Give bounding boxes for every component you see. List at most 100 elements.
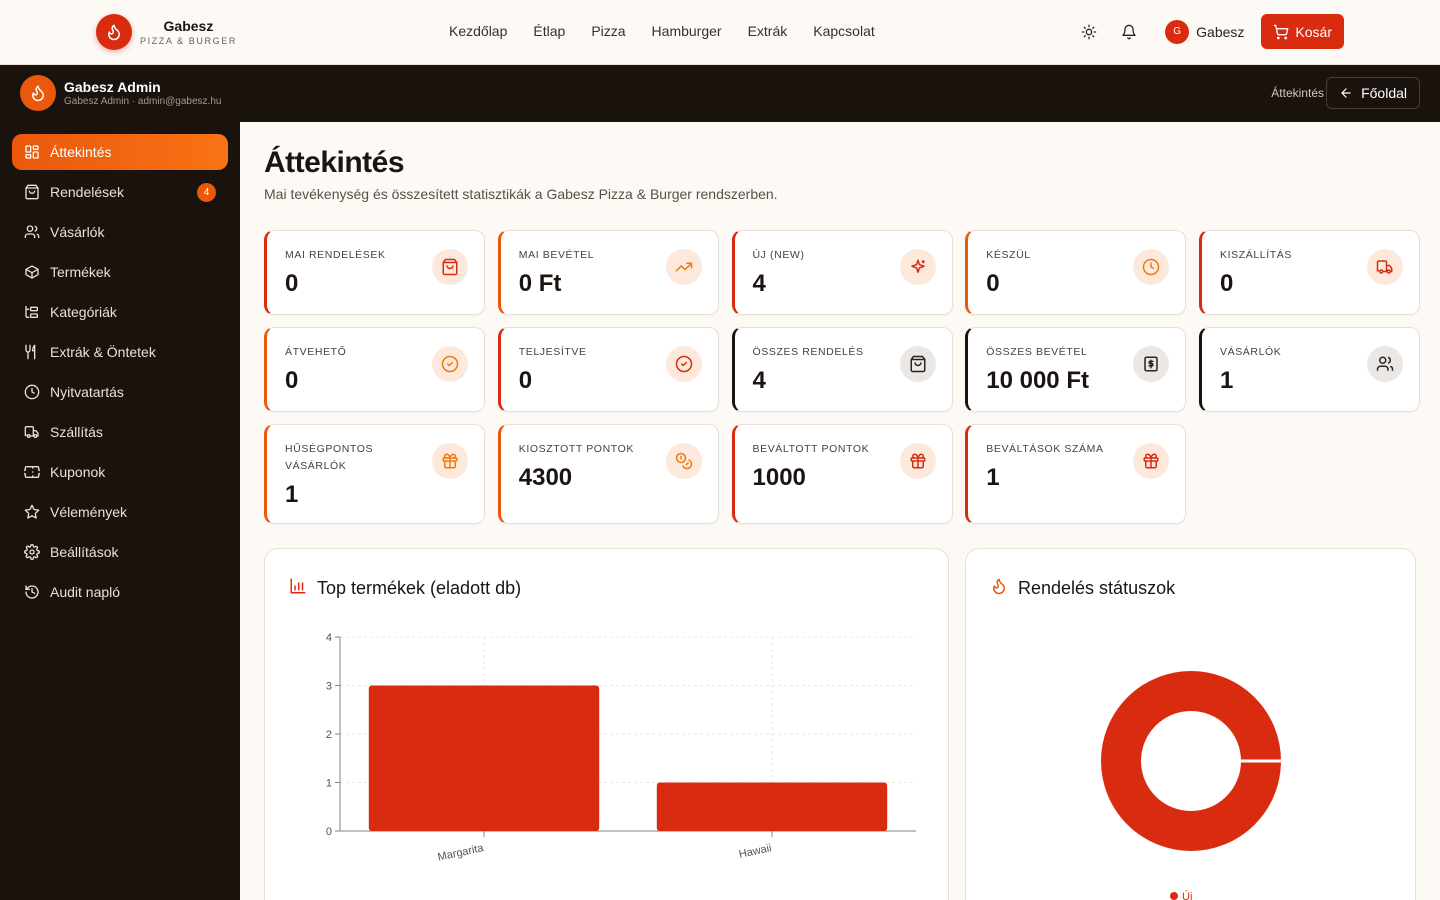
shopping-bag-icon <box>24 184 40 200</box>
sidebar-item-label: Áttekintés <box>50 144 112 160</box>
admin-header: Gabesz Admin Gabesz Admin · admin@gabesz… <box>0 65 1440 122</box>
sidebar-item-customers[interactable]: Vásárlók <box>12 214 228 250</box>
stat-label: KISZÁLLÍTÁS <box>1220 249 1292 261</box>
user-name: Gabesz <box>1196 23 1245 40</box>
nav-link-pizza[interactable]: Pizza <box>591 23 626 39</box>
cart-button[interactable]: Kosár <box>1261 14 1344 49</box>
order-status-donut-chart: Új <box>1101 671 1281 900</box>
x-tick-label: Hawaii <box>738 842 773 861</box>
gift-icon <box>432 443 468 479</box>
x-tick-label: Margarita <box>437 842 486 864</box>
sidebar-item-coupons[interactable]: Kuponok <box>12 454 228 490</box>
y-tick-label: 1 <box>326 778 332 790</box>
y-tick-label: 2 <box>326 729 332 741</box>
truck-icon <box>24 424 40 440</box>
sidebar-item-settings[interactable]: Beállítások <box>12 534 228 570</box>
nav-link-contact[interactable]: Kapcsolat <box>813 23 875 39</box>
theme-toggle-sun-icon[interactable] <box>1079 22 1099 42</box>
sidebar-item-label: Nyitvatartás <box>50 384 124 400</box>
sidebar-item-label: Termékek <box>50 264 111 280</box>
site-brand[interactable]: Gabesz PIZZA & BURGER <box>96 14 237 50</box>
check-circle-icon <box>432 346 468 382</box>
order-status-title: Rendelés státuszok <box>1018 578 1176 598</box>
stat-label: ÚJ (NEW) <box>752 249 805 261</box>
stat-value: 0 Ft <box>518 270 562 297</box>
sidebar-item-delivery[interactable]: Szállítás <box>12 414 228 450</box>
user-menu[interactable]: G Gabesz <box>1165 19 1245 44</box>
notification-bell-icon[interactable] <box>1119 22 1139 42</box>
shopping-bag-icon <box>432 249 468 285</box>
history-icon <box>24 584 40 600</box>
nav-link-hamburger[interactable]: Hamburger <box>651 23 722 39</box>
order-status-panel: Rendelés státuszok Új <box>965 548 1416 900</box>
stat-value: 4 <box>752 270 766 297</box>
stat-card-preparing: KÉSZÜL 0 <box>965 230 1187 315</box>
stat-card-today-revenue: MAI BEVÉTEL 0 Ft <box>497 230 719 315</box>
donut-slice-new <box>1101 671 1281 851</box>
stat-label: MAI RENDELÉSEK <box>285 249 386 261</box>
gift-icon <box>899 443 936 479</box>
top-products-panel: Top termékek (eladott db) 0 1 2 3 4 Margarita… <box>264 548 949 900</box>
stat-label: BEVÁLTOTT PONTOK <box>752 443 870 455</box>
site-navbar: Gabesz PIZZA & BURGER Kezdőlap Étlap Piz… <box>0 0 1440 65</box>
stat-card-total-orders: ÖSSZES RENDELÉS 4 <box>731 327 953 412</box>
top-products-title: Top termékek (eladott db) <box>317 578 522 598</box>
clock-icon <box>24 384 40 400</box>
stat-value: 1000 <box>752 464 806 491</box>
stat-card-completed: TELJESÍTVE 0 <box>497 327 719 412</box>
sidebar-item-categories[interactable]: Kategóriák <box>12 294 228 330</box>
y-tick-label: 3 <box>326 681 332 693</box>
sidebar-item-orders[interactable]: Rendelések 4 <box>12 174 228 210</box>
admin-title: Gabesz Admin <box>64 79 161 95</box>
dashboard-icon <box>24 144 40 160</box>
page-title: Áttekintés <box>264 146 405 179</box>
ticket-icon <box>24 464 40 480</box>
page-subtitle: Mai tevékenység és összesített statiszti… <box>264 186 778 202</box>
gear-icon <box>24 544 40 560</box>
sidebar-item-overview[interactable]: Áttekintés <box>12 134 228 170</box>
top-products-bar-chart: 0 1 2 3 4 Margarita Hawaii <box>326 632 916 864</box>
stat-card-points-redeemed: BEVÁLTOTT PONTOK 1000 <box>731 424 953 524</box>
cart-icon <box>1274 24 1289 39</box>
sidebar-item-label: Vásárlók <box>50 224 105 240</box>
sidebar-item-extras[interactable]: Extrák & Öntetek <box>12 334 228 370</box>
y-tick-label: 0 <box>326 826 332 838</box>
sidebar-item-products[interactable]: Termékek <box>12 254 228 290</box>
stat-label: KÉSZÜL <box>986 249 1031 261</box>
home-button-label: Főoldal <box>1361 85 1407 101</box>
sidebar-item-label: Kategóriák <box>50 304 117 320</box>
nav-link-extras[interactable]: Extrák <box>747 23 788 39</box>
stat-card-points-issued: KIOSZTOTT PONTOK 4300 <box>497 424 719 524</box>
sidebar-item-opening-hours[interactable]: Nyitvatartás <box>12 374 228 410</box>
admin-flame-icon <box>20 75 56 111</box>
gift-icon <box>1133 443 1170 479</box>
sidebar-item-audit-log[interactable]: Audit napló <box>12 574 228 610</box>
nav-link-home[interactable]: Kezdőlap <box>449 23 508 39</box>
bar-margarita <box>368 685 600 831</box>
sidebar-item-label: Vélemények <box>50 504 128 520</box>
shopping-bag-icon <box>899 346 936 382</box>
stat-value: 0 <box>986 270 1000 297</box>
home-button[interactable]: Főoldal <box>1326 77 1420 109</box>
stat-card-customers: VÁSÁRLÓK 1 <box>1199 327 1420 412</box>
stat-value: 0 <box>285 367 299 394</box>
sidebar-item-label: Rendelések <box>50 184 124 200</box>
sidebar-item-label: Beállítások <box>50 544 119 560</box>
stat-label: BEVÁLTÁSOK SZÁMA <box>986 443 1104 455</box>
sidebar-item-label: Audit napló <box>50 584 121 600</box>
sidebar-item-reviews[interactable]: Vélemények <box>12 494 228 530</box>
receipt-icon <box>1133 346 1170 382</box>
legend-label: Új <box>1182 890 1192 900</box>
nav-link-menu[interactable]: Étlap <box>533 23 566 39</box>
check-circle-icon <box>665 346 702 382</box>
stat-label: KIOSZTOTT PONTOK <box>518 443 634 455</box>
admin-sidebar: Áttekintés Rendelések 4 Vásárlók Terméke… <box>0 122 240 900</box>
avatar: G <box>1165 19 1190 44</box>
coins-icon <box>665 443 702 479</box>
star-icon <box>24 504 40 520</box>
flame-logo-icon <box>96 14 132 50</box>
sidebar-item-label: Kuponok <box>50 464 106 480</box>
brand-name: Gabesz <box>163 18 214 34</box>
stat-value: 4300 <box>518 464 573 491</box>
main-content: Áttekintés Mai tevékenység és összesítet… <box>240 122 1440 900</box>
